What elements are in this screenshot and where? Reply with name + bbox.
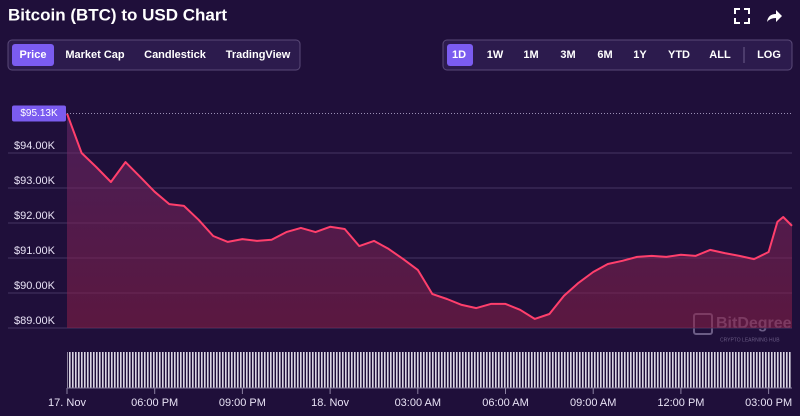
- x-tick-label: 12:00 PM: [657, 397, 704, 409]
- tab[interactable]: Price: [20, 49, 47, 61]
- watermark-tagline: CRYPTO LEARNING HUB: [720, 337, 780, 343]
- share-icon[interactable]: [767, 10, 782, 22]
- price-marker-badge: [12, 105, 66, 122]
- tab[interactable]: Candlestick: [144, 49, 207, 61]
- y-tick-label: $93.00K: [14, 175, 56, 187]
- range-group: [442, 39, 793, 71]
- range-button[interactable]: YTD: [668, 49, 690, 61]
- x-tick-label: 17. Nov: [48, 397, 86, 409]
- area: [67, 113, 792, 328]
- fullscreen-icon[interactable]: [734, 8, 750, 24]
- x-tick-label: 18. Nov: [311, 397, 349, 409]
- range-button[interactable]: ALL: [709, 49, 731, 61]
- tab[interactable]: Market Cap: [65, 49, 125, 61]
- range-button[interactable]: 1Y: [633, 49, 647, 61]
- y-tick-label: $90.00K: [14, 280, 56, 292]
- range-button[interactable]: 6M: [597, 49, 612, 61]
- price-marker-label: $95.13K: [20, 108, 58, 119]
- x-tick-label: 03:00 AM: [395, 397, 441, 409]
- range-button[interactable]: 1D: [452, 49, 466, 61]
- x-tick-label: 09:00 PM: [219, 397, 266, 409]
- x-tick-label: 09:00 AM: [570, 397, 616, 409]
- y-tick-label: $89.00K: [14, 315, 56, 327]
- y-tick-label: $91.00K: [14, 245, 56, 257]
- range-button[interactable]: 3M: [560, 49, 575, 61]
- tab-group: [7, 39, 301, 71]
- x-tick-label: 06:00 PM: [131, 397, 178, 409]
- tab-active: [12, 44, 54, 66]
- range-active: [447, 44, 473, 66]
- price-line: [66, 113, 793, 320]
- volume-strip: [67, 352, 792, 388]
- scale-toggle[interactable]: LOG: [757, 49, 781, 61]
- range-button[interactable]: 1M: [523, 49, 538, 61]
- y-tick-label: $94.00K: [14, 140, 56, 152]
- x-tick-label: 03:00 PM: [745, 397, 792, 409]
- range-button[interactable]: 1W: [487, 49, 504, 61]
- chart-title: Bitcoin (BTC) to USD Chart: [8, 5, 227, 24]
- x-tick-label: 06:00 AM: [482, 397, 528, 409]
- y-tick-label: $92.00K: [14, 210, 56, 222]
- tab[interactable]: TradingView: [226, 49, 291, 61]
